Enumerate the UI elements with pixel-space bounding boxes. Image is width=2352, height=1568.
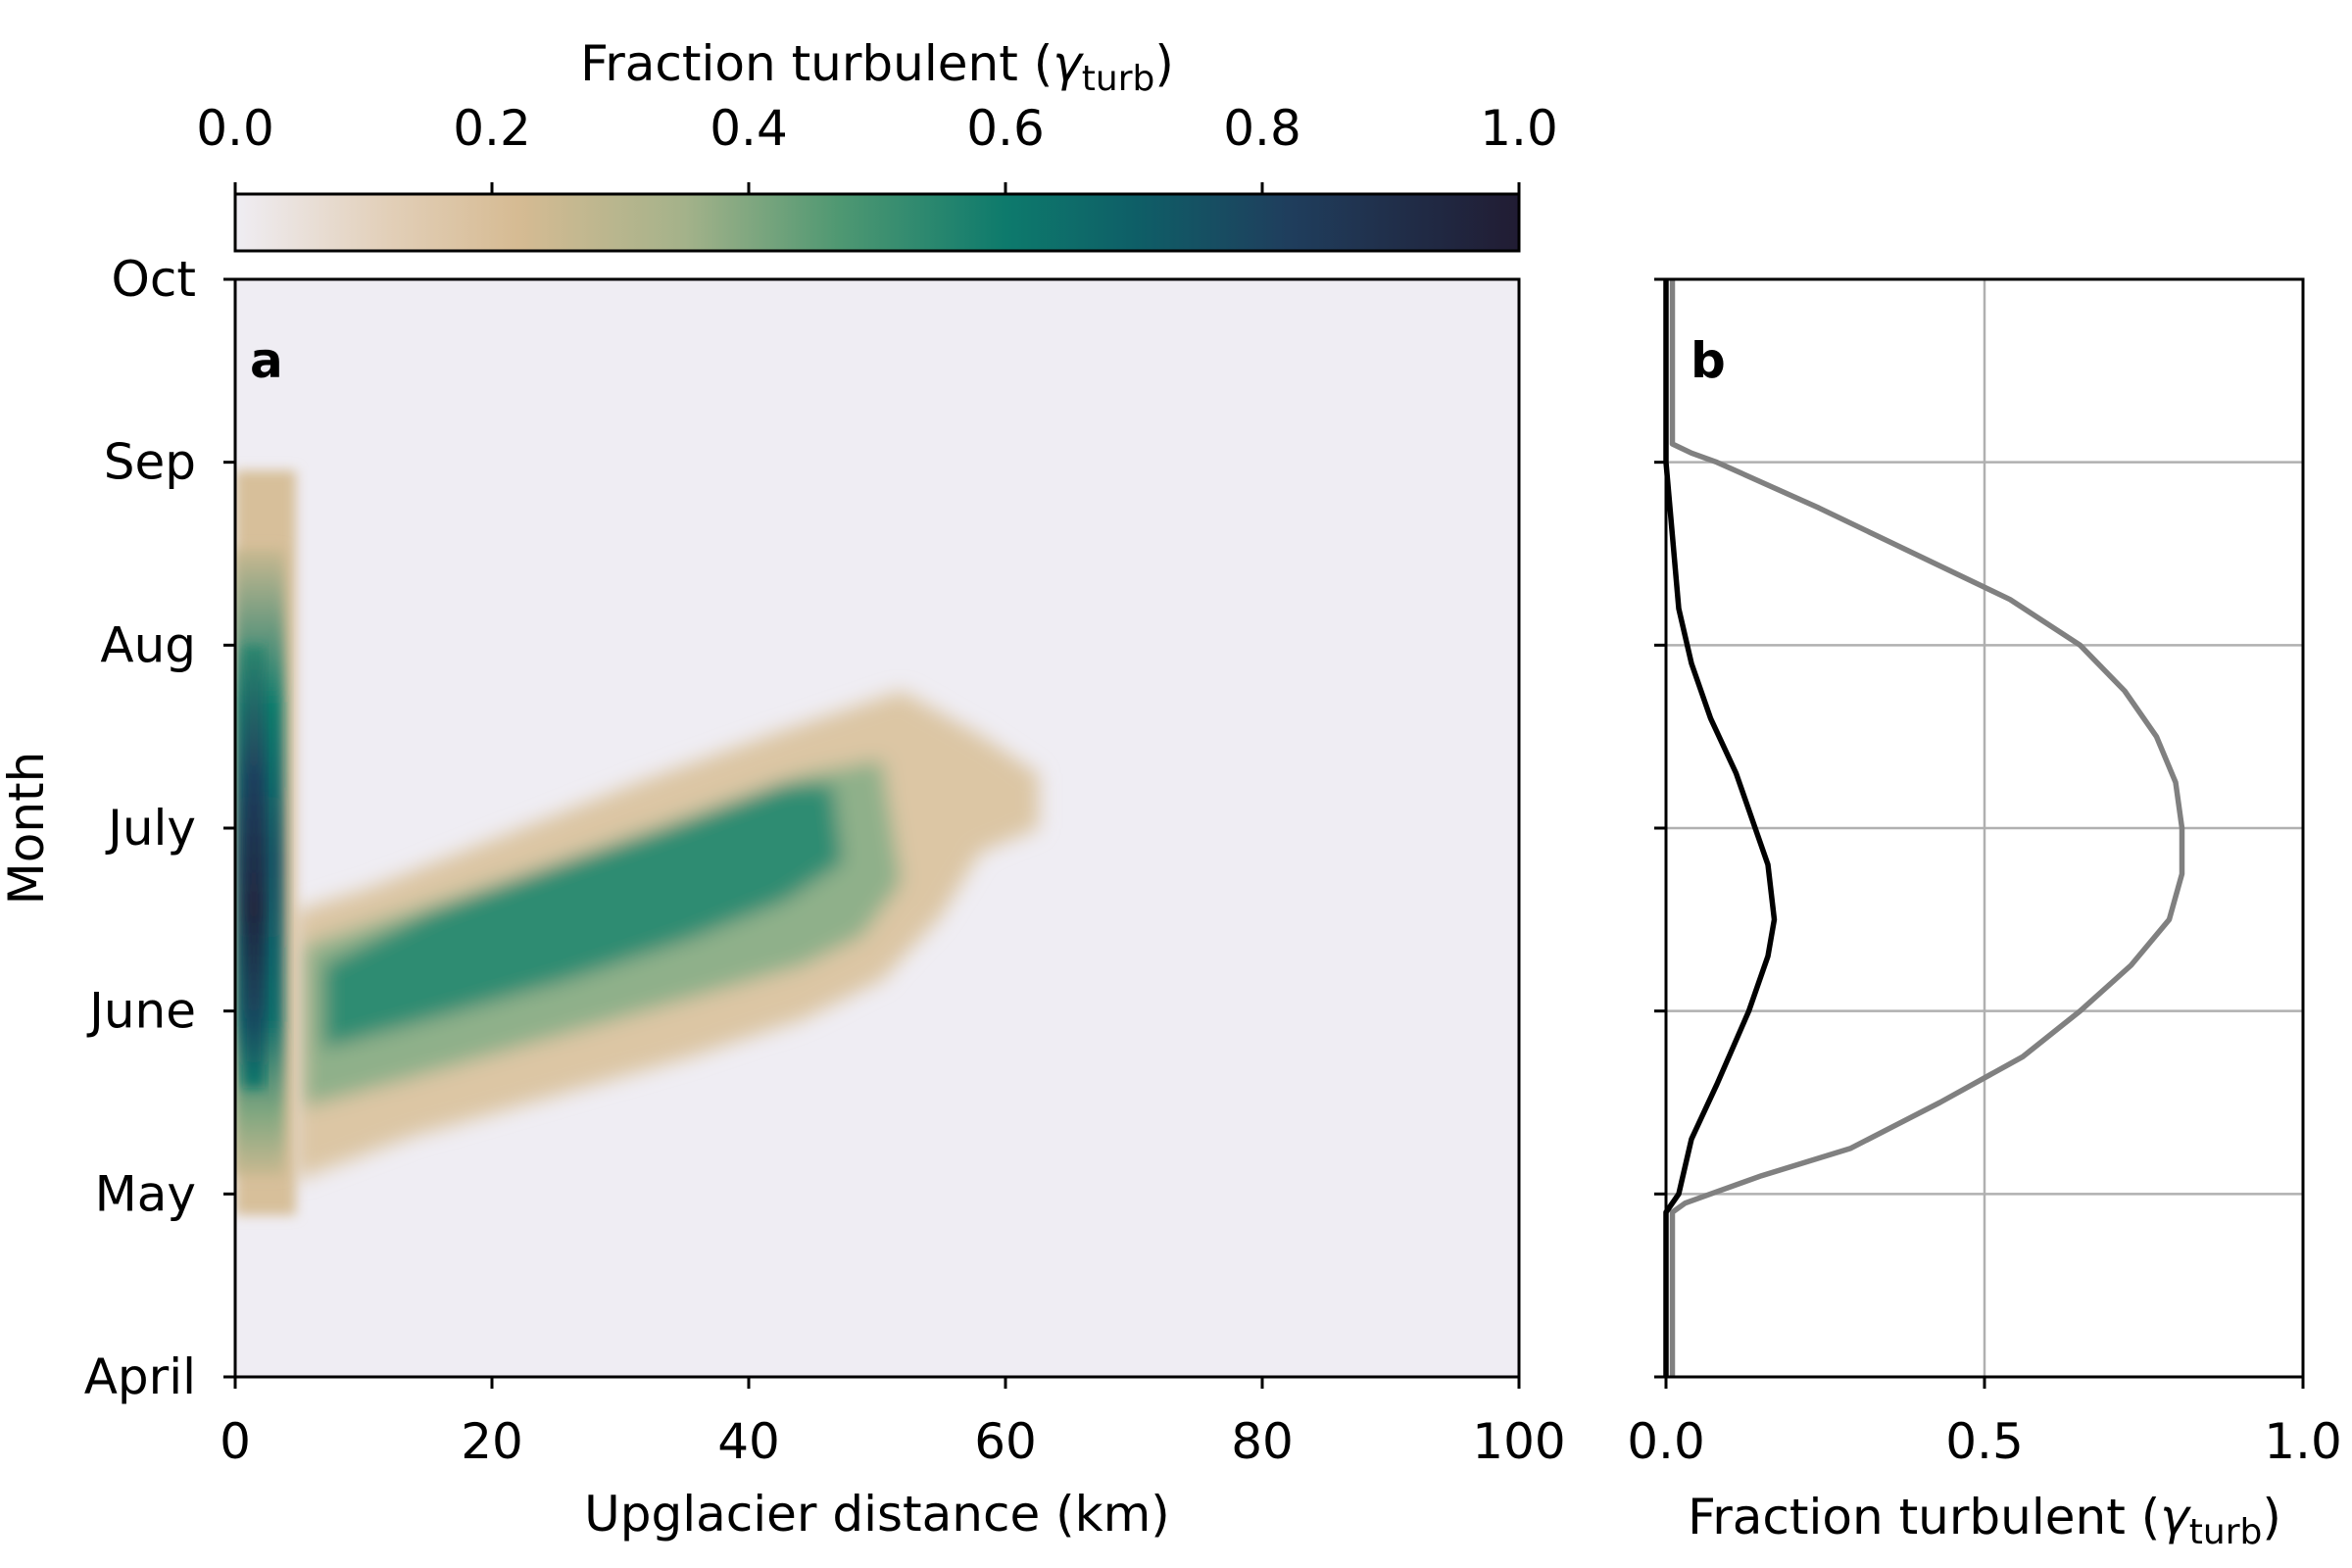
series-line-gray bbox=[1669, 279, 2185, 1377]
heatmap bbox=[235, 470, 1039, 1215]
panel-a-x-tick-label: 60 bbox=[974, 1413, 1037, 1470]
heatmap-column-core bbox=[243, 647, 265, 1088]
colorbar-tick-label: 0.2 bbox=[453, 100, 531, 157]
panel-b-xlabel: Fraction turbulent (γturb) bbox=[1688, 1489, 2281, 1552]
panel-a-y-tick-label: July bbox=[105, 800, 196, 857]
panel-a-x-tick-label: 0 bbox=[220, 1413, 251, 1470]
colorbar: Fraction turbulent (γturb) 0.0 0.2 0.4 0.6 0… bbox=[196, 35, 1558, 253]
panel-b-y-ticks bbox=[1654, 277, 1666, 1379]
panel-a-y-ticks: April May June July Aug Sep Oct bbox=[84, 251, 235, 1405]
colorbar-tick-label: 0.8 bbox=[1223, 100, 1301, 157]
heatmap-band-diagonal bbox=[294, 691, 1039, 1181]
panel-a-x-tick-label: 20 bbox=[461, 1413, 523, 1470]
panel-a-x-tick-label: 100 bbox=[1472, 1413, 1565, 1470]
panel-b-x-tick-label: 1.0 bbox=[2264, 1413, 2342, 1470]
panel-b-x-ticks: 0.0 0.5 1.0 bbox=[1627, 1377, 2342, 1470]
panel-b: b 0.0 0.5 1.0 Fraction turbulent (γturb) bbox=[1627, 277, 2342, 1552]
colorbar-label: Fraction turbulent (γturb) bbox=[580, 35, 1174, 99]
colorbar-tick-label: 0.4 bbox=[710, 100, 788, 157]
colorbar-ticks: 0.0 0.2 0.4 0.6 0.8 1.0 bbox=[196, 100, 1558, 194]
panel-b-grid bbox=[1666, 279, 2303, 1377]
colorbar-tick-label: 1.0 bbox=[1480, 100, 1558, 157]
panel-b-lines bbox=[1663, 279, 2185, 1377]
panel-b-x-tick-label: 0.0 bbox=[1627, 1413, 1705, 1470]
panel-a-letter: a bbox=[250, 332, 283, 389]
panel-a-y-tick-label: Sep bbox=[104, 434, 196, 491]
panel-a-y-tick-label: April bbox=[84, 1348, 196, 1405]
panel-a-xlabel: Upglacier distance (km) bbox=[584, 1486, 1170, 1543]
series-line-black bbox=[1663, 279, 1778, 1377]
panel-b-x-tick-label: 0.5 bbox=[1945, 1413, 2024, 1470]
colorbar-tick-label: 0.6 bbox=[966, 100, 1045, 157]
panel-a-y-tick-label: May bbox=[95, 1165, 196, 1222]
panel-a-y-tick-label: Aug bbox=[100, 616, 196, 673]
panel-a-x-ticks: 0 20 40 60 80 100 bbox=[220, 1377, 1566, 1470]
colorbar-tick-label: 0.0 bbox=[196, 100, 274, 157]
panel-a-x-tick-label: 80 bbox=[1231, 1413, 1294, 1470]
panel-a: a 0 20 40 60 80 100 April May June July Aug Sep Oct… bbox=[0, 251, 1566, 1543]
panel-a-y-tick-label: Oct bbox=[112, 251, 196, 308]
band-core bbox=[323, 784, 843, 1049]
panel-a-y-tick-label: June bbox=[86, 983, 196, 1040]
panel-b-letter: b bbox=[1690, 332, 1726, 389]
panel-a-x-tick-label: 40 bbox=[717, 1413, 780, 1470]
colorbar-bar bbox=[233, 192, 1521, 253]
panel-a-ylabel: Month bbox=[0, 752, 55, 906]
